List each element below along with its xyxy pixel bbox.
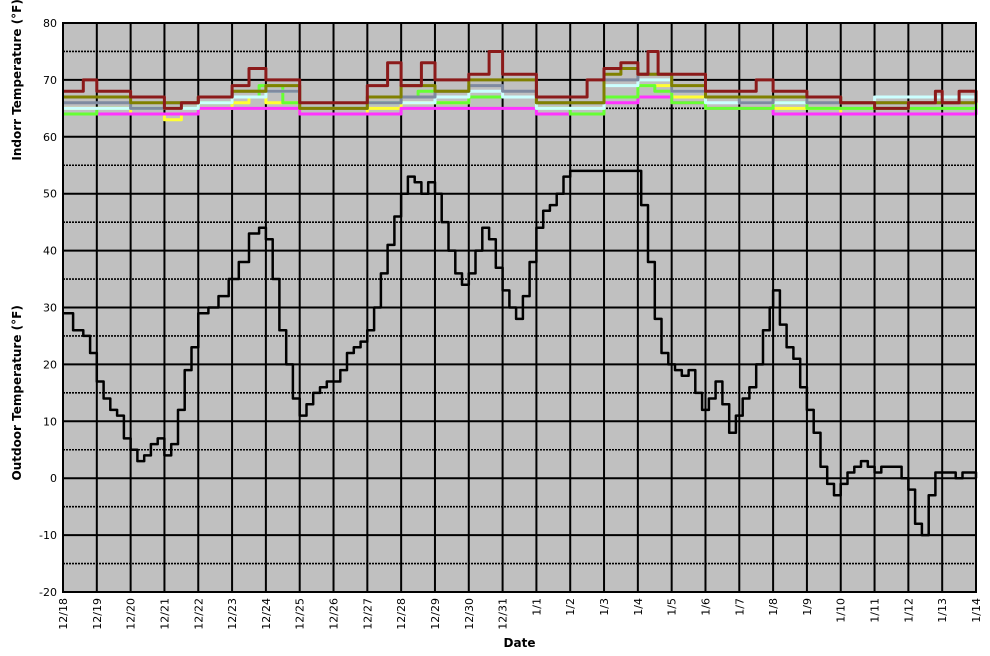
x-tick-label: 1/1 [530,598,543,616]
y-axis-title-outdoor: Outdoor Temperature (°F) [10,305,24,480]
x-tick-label: 1/2 [564,598,577,616]
y-tick-label: 0 [50,472,57,485]
plot-border [62,22,977,593]
x-tick-label: 12/29 [429,598,442,630]
x-tick-label: 12/22 [192,598,205,630]
series-layer [63,50,978,537]
x-tick-label: 1/10 [835,598,848,623]
x-tick-label: 1/12 [902,598,915,623]
x-tick-label: 1/5 [666,598,679,616]
series-line-outdoor [63,169,978,537]
y-tick-label: -20 [39,586,57,599]
x-tick-label: 12/18 [57,598,70,630]
x-tick-label: 12/26 [328,598,341,630]
series-line-indoor_magenta [63,95,978,116]
y-axis-title-indoor: Indorr Temperature (°F) [10,0,24,161]
vertical-gridlines [62,23,977,592]
series-line-indoor_dark_red [63,50,978,110]
x-tick-label: 12/27 [361,598,374,630]
x-tick-label: 1/8 [767,598,780,616]
x-tick-label: 1/4 [632,598,645,616]
x-tick-label: 12/25 [294,598,307,630]
y-tick-label: 30 [43,302,57,315]
y-tick-labels: 80 70 60 50 40 30 20 10 0 -10 -20 [39,17,57,599]
y-tick-label: 60 [43,131,57,144]
y-tick-label: 50 [43,188,57,201]
x-tick-label: 12/23 [226,598,239,630]
x-tick-label: 1/9 [801,598,814,616]
y-tick-label: 80 [43,17,57,30]
y-tick-label: 70 [43,74,57,87]
x-tick-label: 12/28 [395,598,408,630]
x-tick-label: 1/14 [970,598,983,623]
x-tick-label: 1/7 [733,598,746,616]
x-tick-label: 1/6 [699,598,712,616]
x-tick-label: 12/19 [91,598,104,630]
x-tick-label: 1/3 [598,598,611,616]
y-tick-label: 20 [43,358,57,371]
x-tick-label: 1/13 [936,598,949,623]
x-tick-labels: 12/18 12/19 12/20 12/21 12/22 12/23 12/24 12/25… [57,598,983,630]
x-tick-label: 12/30 [463,598,476,630]
x-tick-label: 1/11 [869,598,882,623]
y-tick-label: 40 [43,245,57,258]
x-tick-label: 12/20 [125,598,138,630]
y-tick-label: -10 [39,529,57,542]
x-tick-label: 12/31 [497,598,510,630]
x-tick-label: 12/21 [158,598,171,630]
y-tick-label: 10 [43,415,57,428]
x-tick-label: 12/24 [260,598,273,630]
x-axis-title: Date [504,636,536,650]
